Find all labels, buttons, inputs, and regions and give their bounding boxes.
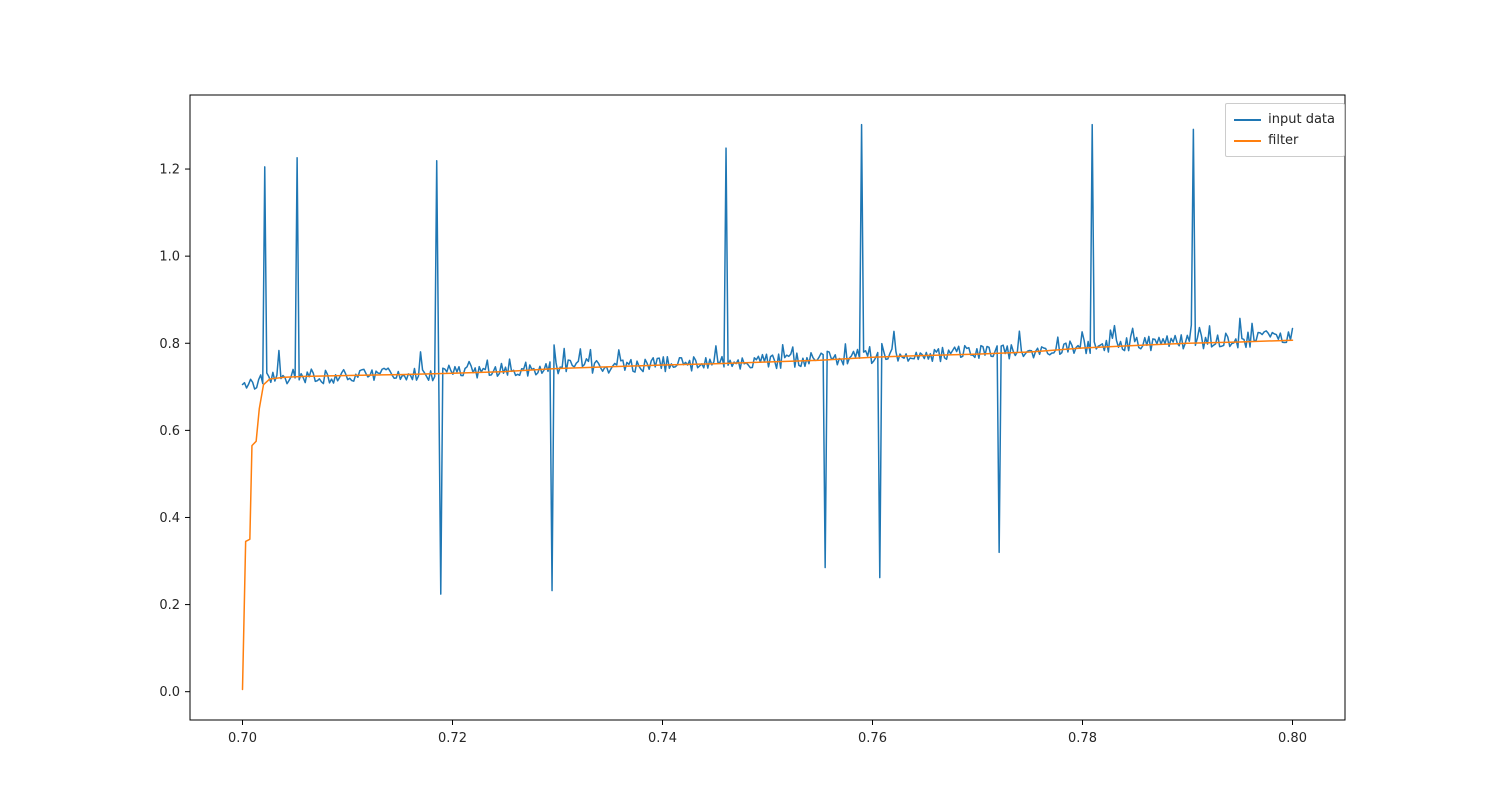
legend-label-filter: filter	[1268, 133, 1299, 148]
legend-item-input-data: input data	[1234, 109, 1335, 130]
legend: input data filter	[1225, 103, 1345, 157]
y-tick-label: 0.2	[159, 598, 180, 613]
y-tick-label: 1.2	[159, 163, 180, 178]
y-tick-label: 0.0	[159, 685, 180, 700]
axes-frame	[189, 94, 1346, 721]
x-tick-label: 0.80	[1278, 731, 1307, 746]
input-data-line	[241, 123, 1294, 595]
y-tick-label: 1.0	[159, 250, 180, 265]
filter-line-swatch	[1234, 139, 1262, 142]
y-tick-label: 0.6	[159, 424, 180, 439]
legend-label-input-data: input data	[1268, 112, 1335, 127]
filter-line	[241, 339, 1294, 691]
x-tick-label: 0.72	[438, 731, 467, 746]
y-tick-label: 0.4	[159, 511, 180, 526]
input-data-line-swatch	[1234, 118, 1262, 121]
y-tick-label: 0.8	[159, 337, 180, 352]
x-tick-label: 0.74	[648, 731, 677, 746]
x-tick-label: 0.70	[228, 731, 257, 746]
x-tick-label: 0.78	[1068, 731, 1097, 746]
legend-item-filter: filter	[1234, 130, 1335, 151]
x-tick-label: 0.76	[858, 731, 887, 746]
